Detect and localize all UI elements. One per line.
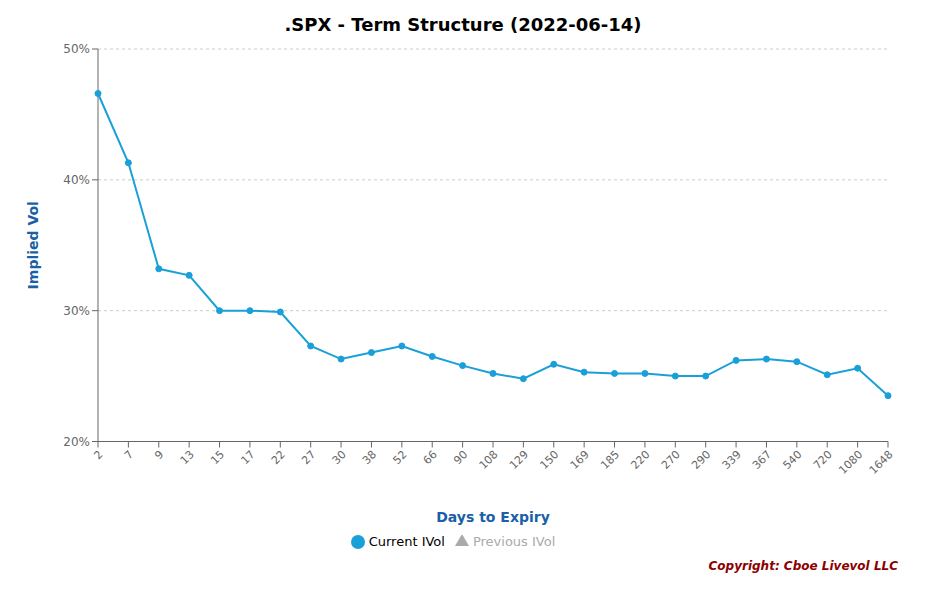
html-text:Previous IVol: Previous IVol: [472, 533, 556, 549]
svg-text:66: 66: [421, 448, 440, 467]
html-text:.SPX - Term Structure (2022-06: .SPX - Term Structure (2022-06-14): [284, 14, 642, 35]
svg-text:1648: 1648: [867, 448, 896, 477]
svg-text:169: 169: [568, 448, 592, 472]
svg-text:339: 339: [720, 448, 744, 472]
svg-text:220: 220: [629, 448, 653, 472]
svg-text:30%: 30%: [63, 304, 90, 318]
svg-text:185: 185: [598, 448, 622, 472]
svg-text:30: 30: [330, 448, 349, 467]
svg-text:270: 270: [659, 448, 683, 472]
svg-text:1080: 1080: [836, 448, 865, 477]
svg-text:9: 9: [152, 448, 166, 462]
html-text:Copyright: Cboe Livevol LLC: Copyright: Cboe Livevol LLC: [708, 559, 898, 573]
svg-text:540: 540: [780, 448, 804, 472]
svg-text:129: 129: [507, 448, 531, 472]
svg-text:13: 13: [178, 448, 197, 467]
svg-text:90: 90: [451, 448, 470, 467]
svg-text:150: 150: [537, 448, 561, 472]
svg-text:Days to Expiry: Days to Expiry: [436, 509, 550, 525]
svg-text:108: 108: [477, 448, 501, 472]
svg-text:15: 15: [208, 448, 227, 467]
svg-text:Implied Vol: Implied Vol: [25, 201, 41, 289]
svg-text:367: 367: [750, 448, 774, 472]
svg-text:50%: 50%: [63, 42, 90, 56]
svg-text:52: 52: [390, 448, 409, 467]
svg-text:7: 7: [122, 448, 136, 462]
svg-text:720: 720: [811, 448, 835, 472]
svg-text:40%: 40%: [63, 173, 90, 187]
svg-text:2: 2: [92, 448, 106, 462]
svg-text:38: 38: [360, 448, 379, 467]
svg-text:290: 290: [689, 448, 713, 472]
svg-text:27: 27: [299, 448, 318, 467]
svg-text:20%: 20%: [63, 435, 90, 449]
html-text:Current IVol: Current IVol: [368, 533, 445, 549]
svg-text:22: 22: [269, 448, 288, 467]
svg-text:17: 17: [238, 448, 257, 467]
